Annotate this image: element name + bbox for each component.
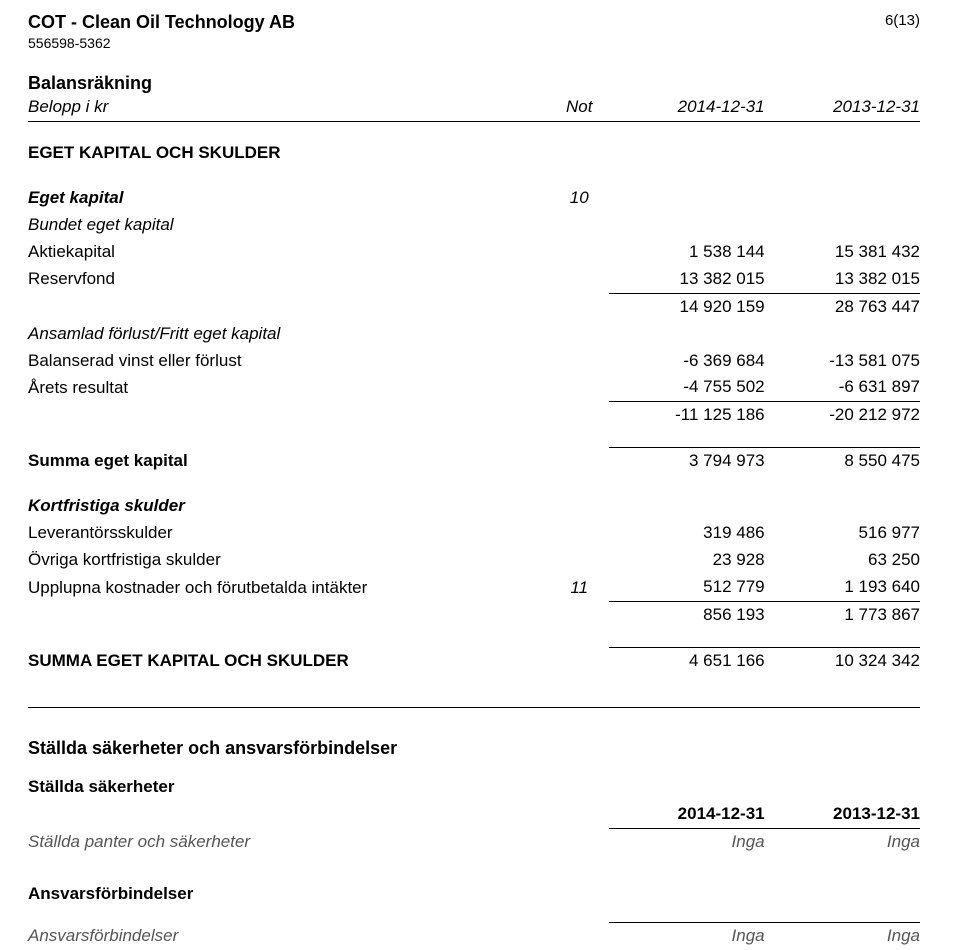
aktiekapital-c2: 15 381 432 (765, 239, 920, 266)
row-kf-sum: 856 193 1 773 867 (28, 602, 920, 629)
leverantor-label: Leverantörsskulder (28, 520, 549, 547)
ansvar-table: Ansvarsförbindelser Inga Inga (28, 922, 920, 950)
row-bundet-sum: 14 920 159 28 763 447 (28, 293, 920, 320)
ansvar-row: Ansvarsförbindelser Inga Inga (28, 922, 920, 949)
balance-table: Belopp i kr Not 2014-12-31 2013-12-31 EG… (28, 94, 920, 675)
row-reservfond: Reservfond 13 382 015 13 382 015 (28, 266, 920, 293)
leverantor-c2: 516 977 (765, 520, 920, 547)
pledged-row1-label: Ställda panter och säkerheter (28, 828, 549, 855)
pledged-hdr-c1: 2014-12-31 (609, 801, 764, 828)
hdr-label: Belopp i kr (28, 94, 549, 121)
pledged-title: Ställda säkerheter och ansvarsförbindels… (28, 738, 920, 759)
ansvar-title: Ansvarsförbindelser (28, 884, 920, 904)
eget-kapital-label: Eget kapital (28, 185, 549, 212)
leverantor-c1: 319 486 (609, 520, 764, 547)
row-ansamlad-h: Ansamlad förlust/Fritt eget kapital (28, 321, 920, 348)
bundet-sum-c1: 14 920 159 (609, 293, 764, 320)
ovriga-label: Övriga kortfristiga skulder (28, 547, 549, 574)
reservfond-c2: 13 382 015 (765, 266, 920, 293)
aktiekapital-label: Aktiekapital (28, 239, 549, 266)
balanserad-label: Balanserad vinst eller förlust (28, 348, 549, 375)
pledged-table: 2014-12-31 2013-12-31 Ställda panter och… (28, 801, 920, 856)
summa-ek-c1: 3 794 973 (609, 448, 764, 475)
upplupna-c1: 512 779 (609, 574, 764, 601)
pledged-subtitle: Ställda säkerheter (28, 777, 920, 797)
row-ansamlad-sum: -11 125 186 -20 212 972 (28, 402, 920, 429)
table-header-row: Belopp i kr Not 2014-12-31 2013-12-31 (28, 94, 920, 121)
upplupna-c2: 1 193 640 (765, 574, 920, 601)
arets-label: Årets resultat (28, 374, 549, 401)
row-ovriga: Övriga kortfristiga skulder 23 928 63 25… (28, 547, 920, 574)
section-divider (28, 707, 920, 708)
balance-title: Balansräkning (28, 73, 920, 94)
ansamlad-sum-c2: -20 212 972 (765, 402, 920, 429)
row-leverantor: Leverantörsskulder 319 486 516 977 (28, 520, 920, 547)
reservfond-label: Reservfond (28, 266, 549, 293)
row-bundet-h: Bundet eget kapital (28, 212, 920, 239)
ovriga-c2: 63 250 (765, 547, 920, 574)
hdr-c2: 2013-12-31 (765, 94, 920, 121)
pledged-hdr-c2: 2013-12-31 (765, 801, 920, 828)
balanserad-c2: -13 581 075 (765, 348, 920, 375)
kf-sum-c2: 1 773 867 (765, 602, 920, 629)
pledged-hdr: 2014-12-31 2013-12-31 (28, 801, 920, 828)
org-number: 556598-5362 (28, 35, 295, 51)
grand-c1: 4 651 166 (609, 647, 764, 674)
arets-c2: -6 631 897 (765, 374, 920, 401)
arets-c1: -4 755 502 (609, 374, 764, 401)
row-arets: Årets resultat -4 755 502 -6 631 897 (28, 374, 920, 401)
eget-kapital-not: 10 (549, 185, 609, 212)
ansvar-row-c1: Inga (609, 922, 764, 949)
row-kortfristiga-h: Kortfristiga skulder (28, 493, 920, 520)
page-number: 6(13) (885, 12, 920, 29)
ansamlad-label: Ansamlad förlust/Fritt eget kapital (28, 321, 549, 348)
row-grand: SUMMA EGET KAPITAL OCH SKULDER 4 651 166… (28, 647, 920, 674)
grand-label: SUMMA EGET KAPITAL OCH SKULDER (28, 647, 549, 674)
pledged-row1: Ställda panter och säkerheter Inga Inga (28, 828, 920, 855)
row-aktiekapital: Aktiekapital 1 538 144 15 381 432 (28, 239, 920, 266)
summa-ek-c2: 8 550 475 (765, 448, 920, 475)
aktiekapital-c1: 1 538 144 (609, 239, 764, 266)
pledged-row1-c2: Inga (765, 828, 920, 855)
upplupna-label: Upplupna kostnader och förutbetalda intä… (28, 574, 549, 601)
hdr-c1: 2014-12-31 (609, 94, 764, 121)
ansamlad-sum-c1: -11 125 186 (609, 402, 764, 429)
bundet-sum-c2: 28 763 447 (765, 293, 920, 320)
bundet-label: Bundet eget kapital (28, 212, 549, 239)
kortfristiga-label: Kortfristiga skulder (28, 493, 549, 520)
ovriga-c1: 23 928 (609, 547, 764, 574)
row-summa-ek: Summa eget kapital 3 794 973 8 550 475 (28, 448, 920, 475)
kf-sum-c1: 856 193 (609, 602, 764, 629)
row-balanserad: Balanserad vinst eller förlust -6 369 68… (28, 348, 920, 375)
row-eget-kapital: Eget kapital 10 (28, 185, 920, 212)
pledged-row1-c1: Inga (609, 828, 764, 855)
sec1-title: EGET KAPITAL OCH SKULDER (28, 140, 549, 167)
ansvar-row-label: Ansvarsförbindelser (28, 922, 549, 949)
company-name: COT - Clean Oil Technology AB (28, 12, 295, 33)
upplupna-not: 11 (549, 574, 609, 601)
page-header: COT - Clean Oil Technology AB 556598-536… (28, 12, 920, 51)
summa-ek-label: Summa eget kapital (28, 448, 549, 475)
row-upplupna: Upplupna kostnader och förutbetalda intä… (28, 574, 920, 601)
balanserad-c1: -6 369 684 (609, 348, 764, 375)
company-block: COT - Clean Oil Technology AB 556598-536… (28, 12, 295, 51)
ansvar-row-c2: Inga (765, 922, 920, 949)
grand-c2: 10 324 342 (765, 647, 920, 674)
hdr-not: Not (549, 94, 609, 121)
row-section-title: EGET KAPITAL OCH SKULDER (28, 140, 920, 167)
reservfond-c1: 13 382 015 (609, 266, 764, 293)
